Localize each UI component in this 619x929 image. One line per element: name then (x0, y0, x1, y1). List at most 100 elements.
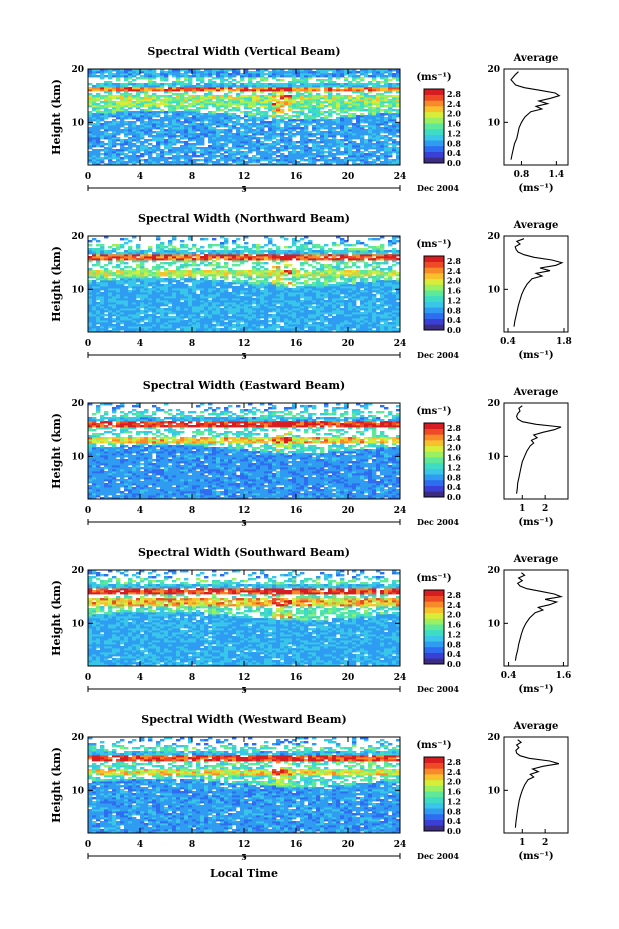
heatmap-cell (284, 95, 288, 97)
heatmap-cell (308, 324, 312, 326)
heatmap-cell (364, 139, 368, 141)
heatmap-cell (336, 157, 340, 159)
heatmap-cell (216, 288, 220, 290)
heatmap-cell (180, 121, 184, 123)
heatmap-cell (260, 83, 264, 85)
heatmap-cell (124, 286, 128, 288)
colorbar-tick-label: 1.2 (447, 128, 461, 138)
heatmap-cell (304, 159, 308, 161)
heatmap-cell (380, 324, 384, 326)
heatmap-cell (284, 155, 288, 157)
heatmap-cell (212, 127, 216, 129)
heatmap-cell (308, 147, 312, 149)
heatmap-cell (364, 129, 368, 131)
heatmap-cell (244, 111, 248, 113)
heatmap-cell (128, 121, 132, 123)
heatmap-cell (196, 95, 200, 97)
heatmap-cell (180, 81, 184, 83)
heatmap-cell (180, 111, 184, 113)
heatmap-cell (116, 95, 120, 97)
heatmap-cell (244, 280, 248, 282)
heatmap-cell (180, 93, 184, 95)
heatmap-cell (276, 95, 280, 97)
heatmap-cell (224, 111, 228, 113)
heatmap-cell (272, 83, 276, 85)
heatmap-cell (260, 290, 264, 292)
heatmap-cell (108, 133, 112, 135)
heatmap-cell (300, 93, 304, 95)
heatmap-cell (132, 83, 136, 85)
heatmap-cell (108, 121, 112, 123)
heatmap-cell (100, 149, 104, 151)
heatmap-cell (176, 111, 180, 113)
heatmap-cell (296, 145, 300, 147)
heatmap-cell (188, 109, 192, 111)
heatmap-cell (136, 145, 140, 147)
heatmap-cell (160, 99, 164, 101)
heatmap-cell (248, 157, 252, 159)
heatmap-cell (356, 115, 360, 117)
heatmap-cell (236, 157, 240, 159)
heatmap-cell (156, 73, 160, 75)
heatmap-cell (260, 328, 264, 330)
colorbar-tick-label: 0.8 (447, 138, 461, 148)
heatmap-cell (252, 71, 256, 73)
heatmap-cell (140, 83, 144, 85)
heatmap-cell (388, 322, 392, 324)
heatmap-cell (100, 153, 104, 155)
heatmap-cell (164, 157, 168, 159)
heatmap-cell (144, 145, 148, 147)
heatmap-cell (252, 109, 256, 111)
heatmap-cell (288, 282, 292, 284)
heatmap-cell (368, 282, 372, 284)
heatmap-cell (328, 139, 332, 141)
heatmap-cell (256, 81, 260, 83)
heatmap-cell (224, 149, 228, 151)
heatmap-cell (316, 322, 320, 324)
heatmap-cell (348, 284, 352, 286)
heatmap-cell (124, 153, 128, 155)
heatmap-cell (112, 324, 116, 326)
heatmap-cell (228, 147, 232, 149)
heatmap-cell (204, 123, 208, 125)
heatmap-cell (140, 310, 144, 312)
heatmap-cell (140, 316, 144, 318)
heatmap-cell (136, 125, 140, 127)
heatmap-cell (376, 312, 380, 314)
heatmap-cell (232, 89, 236, 91)
heatmap-cell (308, 310, 312, 312)
heatmap-cell (292, 141, 296, 143)
heatmap-cell (216, 280, 220, 282)
heatmap-cell (372, 159, 376, 161)
heatmap-cell (132, 111, 136, 113)
heatmap-cell (304, 95, 308, 97)
colorbar-tick-label: 2.4 (447, 99, 461, 109)
heatmap-cell (112, 83, 116, 85)
heatmap-cell (116, 137, 120, 139)
heatmap-cell (220, 308, 224, 310)
heatmap-cell (392, 83, 396, 85)
heatmap-cell (388, 95, 392, 97)
heatmap-cell (108, 109, 112, 111)
heatmap-cell (172, 105, 176, 107)
heatmap-cell (316, 83, 320, 85)
heatmap-cell (240, 296, 244, 298)
heatmap-cell (272, 103, 276, 105)
heatmap-cell (288, 288, 292, 290)
heatmap-cell (212, 161, 216, 163)
heatmap-cell (188, 143, 192, 145)
heatmap-cell (328, 159, 332, 161)
heatmap-cell (332, 284, 336, 286)
heatmap-cell (228, 109, 232, 111)
heatmap-cell (168, 157, 172, 159)
heatmap-cell (372, 95, 376, 97)
heatmap-cell (268, 71, 272, 73)
heatmap-cell (92, 113, 96, 115)
heatmap-cell (256, 117, 260, 119)
heatmap-cell (212, 101, 216, 103)
heatmap-cell (244, 288, 248, 290)
heatmap-cell (324, 105, 328, 107)
heatmap-cell (164, 89, 168, 91)
heatmap-cell (124, 147, 128, 149)
